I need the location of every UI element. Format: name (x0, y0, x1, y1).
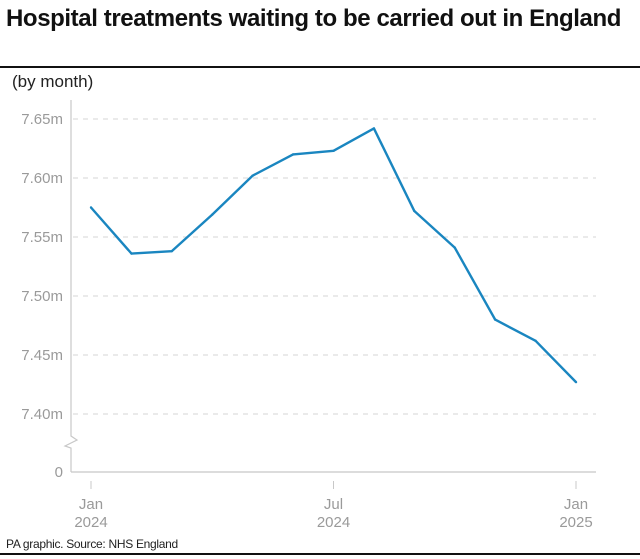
bottom-rule (0, 553, 640, 555)
y-tick-label: 7.55m (21, 229, 63, 246)
x-tick-label-month: Jul (324, 496, 343, 513)
x-tick-label-year: 2025 (559, 514, 592, 531)
data-point (170, 249, 174, 253)
x-tick-label-month: Jan (564, 496, 588, 513)
y-tick-label: 7.60m (21, 170, 63, 187)
data-point (574, 380, 578, 384)
chart-title: Hospital treatments waiting to be carrie… (6, 5, 622, 32)
x-tick-label-month: Jan (79, 496, 103, 513)
title-rule (0, 66, 640, 68)
data-point (251, 174, 254, 177)
source-note: PA graphic. Source: NHS England (6, 537, 178, 551)
data-point (211, 213, 214, 216)
data-point (493, 318, 497, 321)
series-line (90, 127, 577, 383)
data-point (453, 246, 456, 249)
data-point (332, 149, 335, 153)
x-tick-label-year: 2024 (74, 514, 107, 531)
data-point (534, 339, 537, 343)
data-point (130, 252, 133, 255)
x-tick-label-year: 2024 (317, 514, 350, 531)
y-tick-label: 7.45m (21, 347, 63, 364)
data-point (413, 209, 416, 213)
y-axis-line (63, 100, 79, 472)
chart-subtitle: (by month) (12, 72, 94, 91)
data-point (89, 206, 93, 209)
data-point (291, 153, 295, 156)
y-tick-label: 7.65m (21, 111, 63, 128)
y-tick-label: 7.40m (21, 406, 63, 423)
data-point (372, 127, 376, 130)
y-tick-label: 0 (55, 464, 63, 481)
y-tick-label: 7.50m (21, 288, 63, 305)
